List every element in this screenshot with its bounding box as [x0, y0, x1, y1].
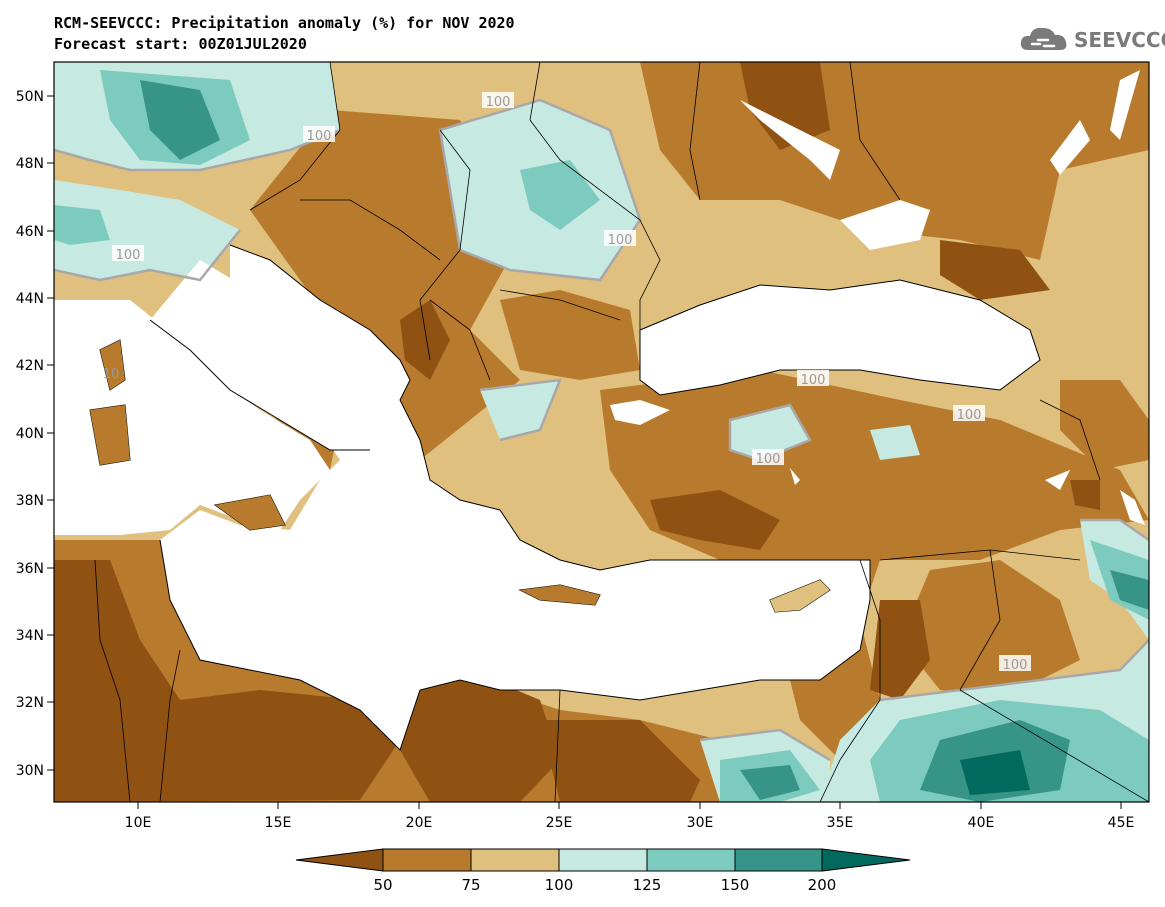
colorbar-tick-label: 50 [373, 876, 392, 894]
longitude-axis: 10E 15E 20E 25E 30E 35E 40E 45E [125, 802, 1135, 831]
contour-label: 100 [1003, 658, 1028, 673]
contour-label-group: 100 100 100 100 100 100 100 100 10 [103, 92, 1031, 673]
seevccc-logo: SEEVCCC [1018, 22, 1165, 56]
latitude-label: 34N [16, 628, 44, 644]
latitude-label: 48N [16, 156, 44, 172]
colorbar-tick-label: 125 [633, 876, 662, 894]
forecast-start-label: Forecast start: 00Z01JUL2020 [54, 35, 307, 53]
colorbar: 50 75 100 125 150 200 [295, 848, 911, 894]
latitude-label: 38N [16, 493, 44, 509]
latitude-label: 40N [16, 426, 44, 442]
colorbar-segment [470, 848, 560, 872]
contour-label: 100 [116, 248, 141, 263]
colorbar-tick-label: 150 [721, 876, 750, 894]
cloud-icon [1020, 27, 1067, 50]
longitude-label: 25E [546, 815, 573, 831]
colorbar-tick-label: 75 [461, 876, 480, 894]
latitude-label: 46N [16, 224, 44, 240]
latitude-axis: 50N 48N 46N 44N 42N 40N 38N 36N 34N 32N … [16, 89, 54, 779]
contour-lines [54, 98, 1149, 762]
latitude-label: 42N [16, 358, 44, 374]
country-borders [94, 62, 1149, 802]
longitude-label: 30E [687, 815, 714, 831]
latitude-label: 44N [16, 291, 44, 307]
longitude-label: 35E [827, 815, 854, 831]
contour-label: 10 [103, 367, 120, 382]
latitude-label: 30N [16, 763, 44, 779]
colorbar-tick-label: 200 [808, 876, 837, 894]
contour-label: 100 [957, 408, 982, 423]
longitude-label: 45E [1108, 815, 1135, 831]
contour-label: 100 [801, 373, 826, 388]
colorbar-segment [382, 848, 472, 872]
colorbar-segment [295, 848, 384, 872]
map-title: RCM-SEEVCCC: Precipitation anomaly (%) f… [54, 14, 515, 32]
latitude-label: 32N [16, 695, 44, 711]
colorbar-tick-label: 100 [545, 876, 574, 894]
colorbar-segment [734, 848, 823, 872]
contour-label: 100 [608, 233, 633, 248]
map-field [54, 62, 1149, 802]
longitude-label: 40E [968, 815, 995, 831]
longitude-label: 15E [265, 815, 292, 831]
contour-label: 100 [486, 95, 511, 110]
colorbar-segment [558, 848, 648, 872]
contour-label: 100 [756, 452, 781, 467]
longitude-label: 10E [125, 815, 152, 831]
latitude-label: 36N [16, 561, 44, 577]
colorbar-segment [821, 848, 911, 872]
colorbar-segment [646, 848, 736, 872]
contour-label: 100 [307, 129, 332, 144]
logo-text: SEEVCCC [1074, 28, 1165, 52]
longitude-label: 20E [406, 815, 433, 831]
latitude-label: 50N [16, 89, 44, 105]
map-frame [53, 61, 1150, 803]
